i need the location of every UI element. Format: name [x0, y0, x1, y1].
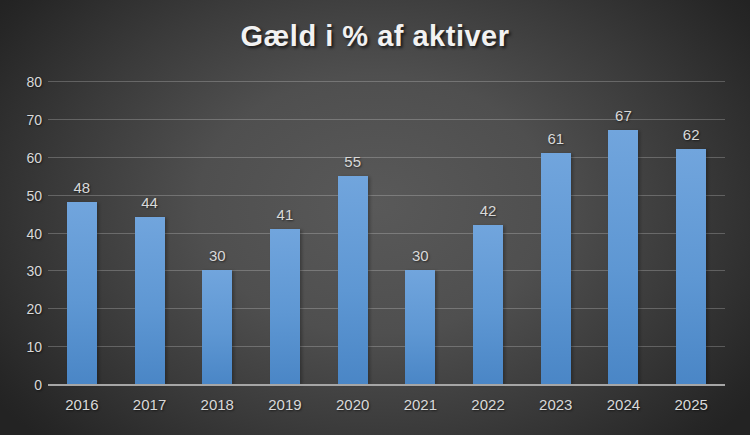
bar-value-label-2018: 30 — [193, 247, 241, 264]
bar-value-label-2017: 44 — [126, 194, 174, 211]
y-axis-tick-label-70: 70 — [0, 111, 42, 129]
bar-2020 — [338, 176, 368, 384]
y-axis-tick-label-10: 10 — [0, 338, 42, 356]
y-axis-tick-label-50: 50 — [0, 187, 42, 205]
bar-value-label-2019: 41 — [261, 206, 309, 223]
x-axis-category-label-2018: 2018 — [183, 396, 251, 413]
x-axis-category-label-2016: 2016 — [48, 396, 116, 413]
x-axis-category-label-2022: 2022 — [454, 396, 522, 413]
bar-value-label-2025: 62 — [667, 126, 715, 143]
x-axis-category-label-2024: 2024 — [589, 396, 657, 413]
x-axis-category-label-2019: 2019 — [251, 396, 319, 413]
plot-area: 48 44 30 41 55 30 42 61 67 62 — [48, 82, 725, 385]
bar-2022 — [473, 225, 503, 384]
bar-value-label-2022: 42 — [464, 202, 512, 219]
bar-2019 — [270, 229, 300, 384]
x-axis-category-label-2017: 2017 — [116, 396, 184, 413]
x-axis-line — [48, 384, 725, 386]
bar-2024 — [608, 130, 638, 384]
y-axis-tick-label-80: 80 — [0, 73, 42, 91]
bar-value-label-2020: 55 — [329, 153, 377, 170]
bar-2016 — [67, 202, 97, 384]
x-axis-category-label-2023: 2023 — [522, 396, 590, 413]
bar-2017 — [135, 217, 165, 384]
y-axis-tick-label-60: 60 — [0, 149, 42, 167]
gridline-80 — [48, 81, 725, 82]
y-axis-tick-label-40: 40 — [0, 225, 42, 243]
bar-value-label-2024: 67 — [599, 107, 647, 124]
bar-2018 — [202, 270, 232, 384]
y-axis-tick-label-30: 30 — [0, 262, 42, 280]
bar-value-label-2016: 48 — [58, 179, 106, 196]
chart-slide: Gæld i % af aktiver 0 10 20 30 40 50 60 70 80 48… — [0, 0, 750, 435]
y-axis-tick-label-0: 0 — [0, 376, 42, 394]
x-axis-category-label-2025: 2025 — [657, 396, 725, 413]
x-axis-category-label-2021: 2021 — [386, 396, 454, 413]
x-axis-category-label-2020: 2020 — [319, 396, 387, 413]
chart-title: Gæld i % af aktiver — [0, 20, 750, 53]
bar-2023 — [541, 153, 571, 384]
bar-2021 — [405, 270, 435, 384]
bar-value-label-2023: 61 — [532, 130, 580, 147]
bar-value-label-2021: 30 — [396, 247, 444, 264]
bar-2025 — [676, 149, 706, 384]
y-axis-tick-label-20: 20 — [0, 300, 42, 318]
